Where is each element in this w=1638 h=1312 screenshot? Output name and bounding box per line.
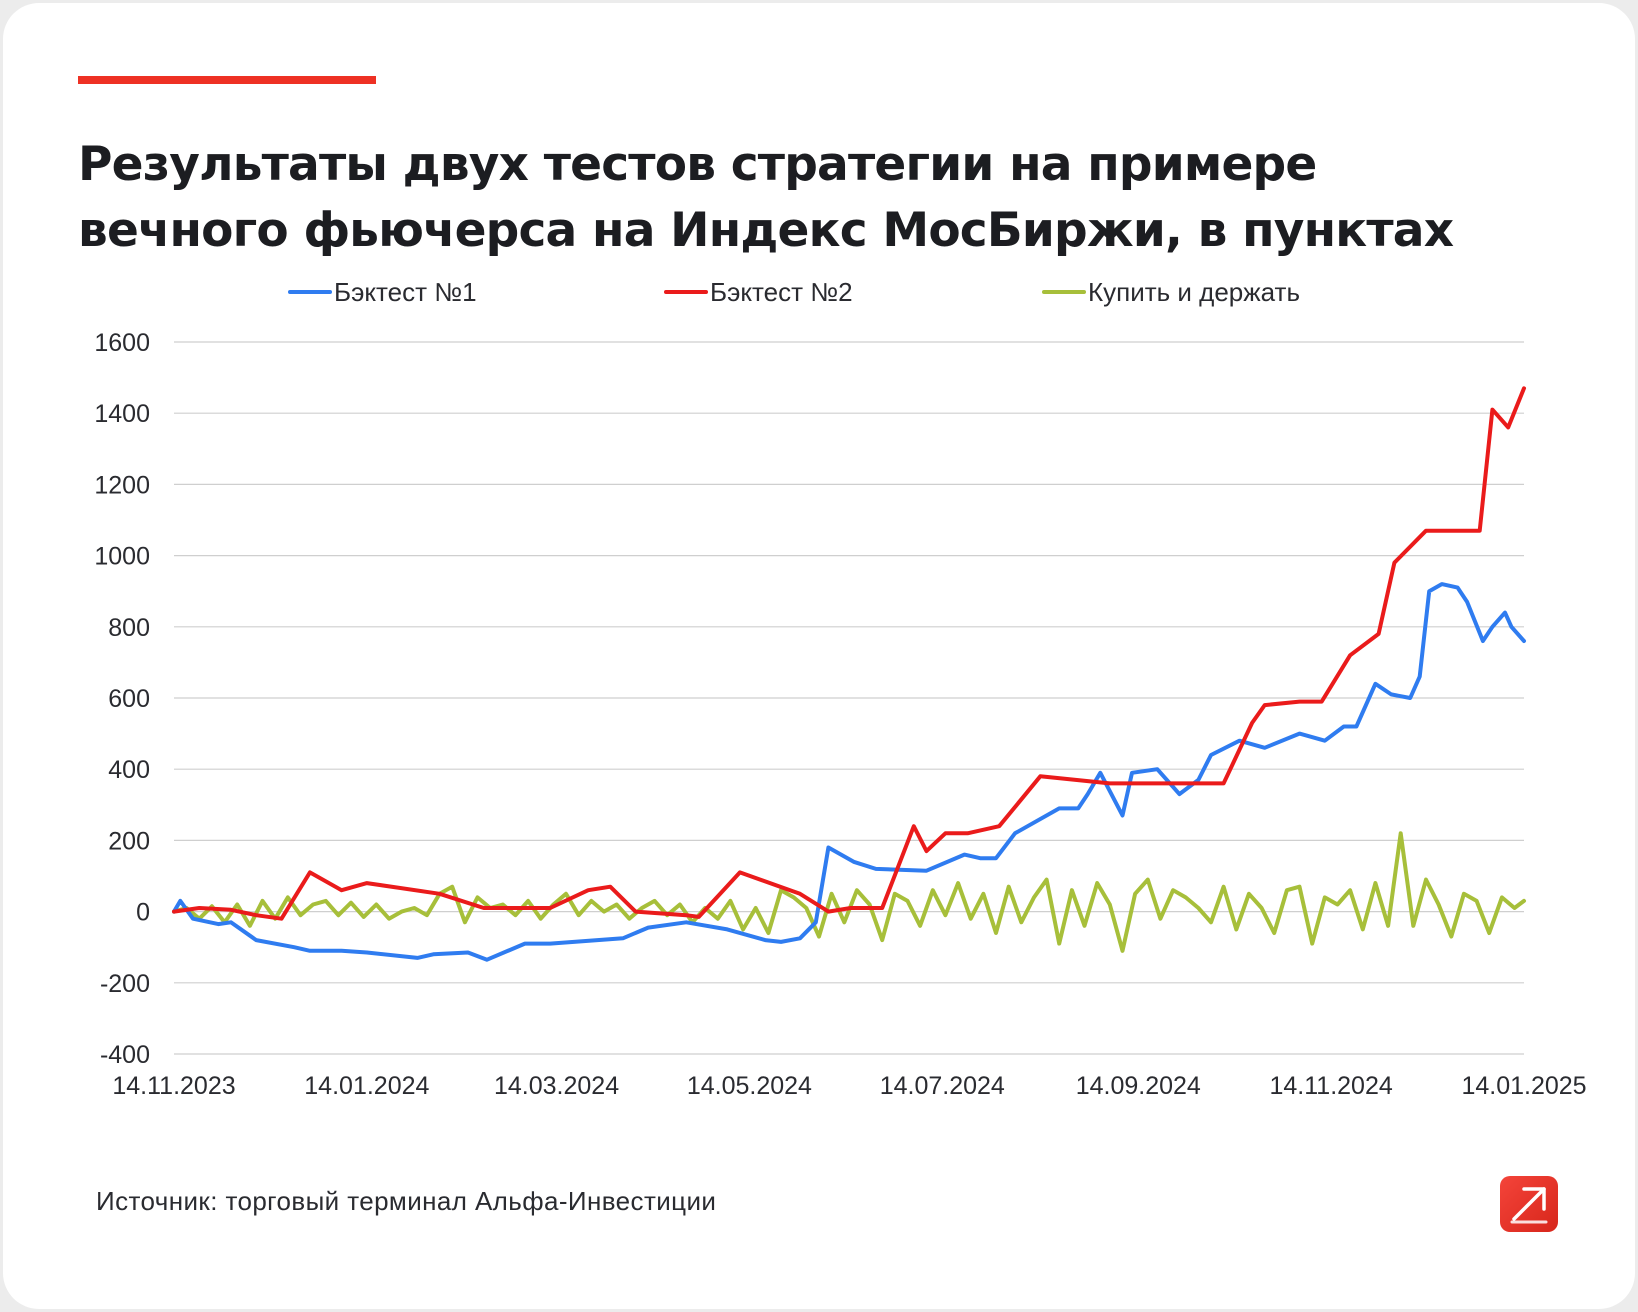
y-tick-label: 1000 [94,543,150,571]
legend-item-series-3: Купить и держать [1042,274,1300,310]
source-note: Источник: торговый терминал Альфа-Инвест… [96,1186,717,1216]
legend-swatch-series-2 [664,290,708,294]
legend-label-series-2: Бэктест №2 [710,276,853,307]
legend-item-series-2: Бэктест №2 [664,274,853,310]
series-line-3 [172,831,1526,953]
x-tick-label: 14.05.2024 [687,1072,812,1100]
y-tick-label: 600 [108,685,150,713]
y-tick-label: 200 [108,827,150,855]
y-tick-label: 1200 [94,471,150,499]
accent-bar [78,76,376,84]
y-tick-label: 400 [108,756,150,784]
y-tick-label: 0 [136,899,150,927]
legend-swatch-series-1 [288,290,332,294]
x-tick-label: 14.07.2024 [880,1072,1005,1100]
y-tick-label: -200 [100,970,150,998]
chart-card [3,3,1635,1309]
y-tick-label: 800 [108,614,150,642]
x-tick-label: 14.11.2023 [112,1072,235,1100]
series-line-2 [172,386,1526,921]
series-line-1 [172,582,1526,962]
y-tick-label: 1600 [94,329,150,357]
x-tick-label: 14.09.2024 [1076,1072,1201,1100]
chart-title-line-2: вечного фьючерса на Индекс МосБиржи, в п… [78,203,1454,258]
alfa-arrow-logo-icon [1500,1176,1558,1232]
chart-title: Результаты двух тестов стратегии на прим… [78,132,1578,264]
x-tick-label: 14.01.2024 [304,1072,429,1100]
x-tick-label: 14.11.2024 [1270,1072,1393,1100]
y-tick-label: -400 [100,1041,150,1069]
y-tick-label: 1400 [94,400,150,428]
legend-item-series-1: Бэктест №1 [288,274,477,310]
legend-swatch-series-3 [1042,290,1086,294]
legend-label-series-1: Бэктест №1 [334,276,477,307]
chart-title-line-1: Результаты двух тестов стратегии на прим… [78,137,1317,192]
x-tick-label: 14.01.2025 [1461,1072,1586,1100]
x-tick-label: 14.03.2024 [494,1072,619,1100]
legend-label-series-3: Купить и держать [1088,276,1300,307]
